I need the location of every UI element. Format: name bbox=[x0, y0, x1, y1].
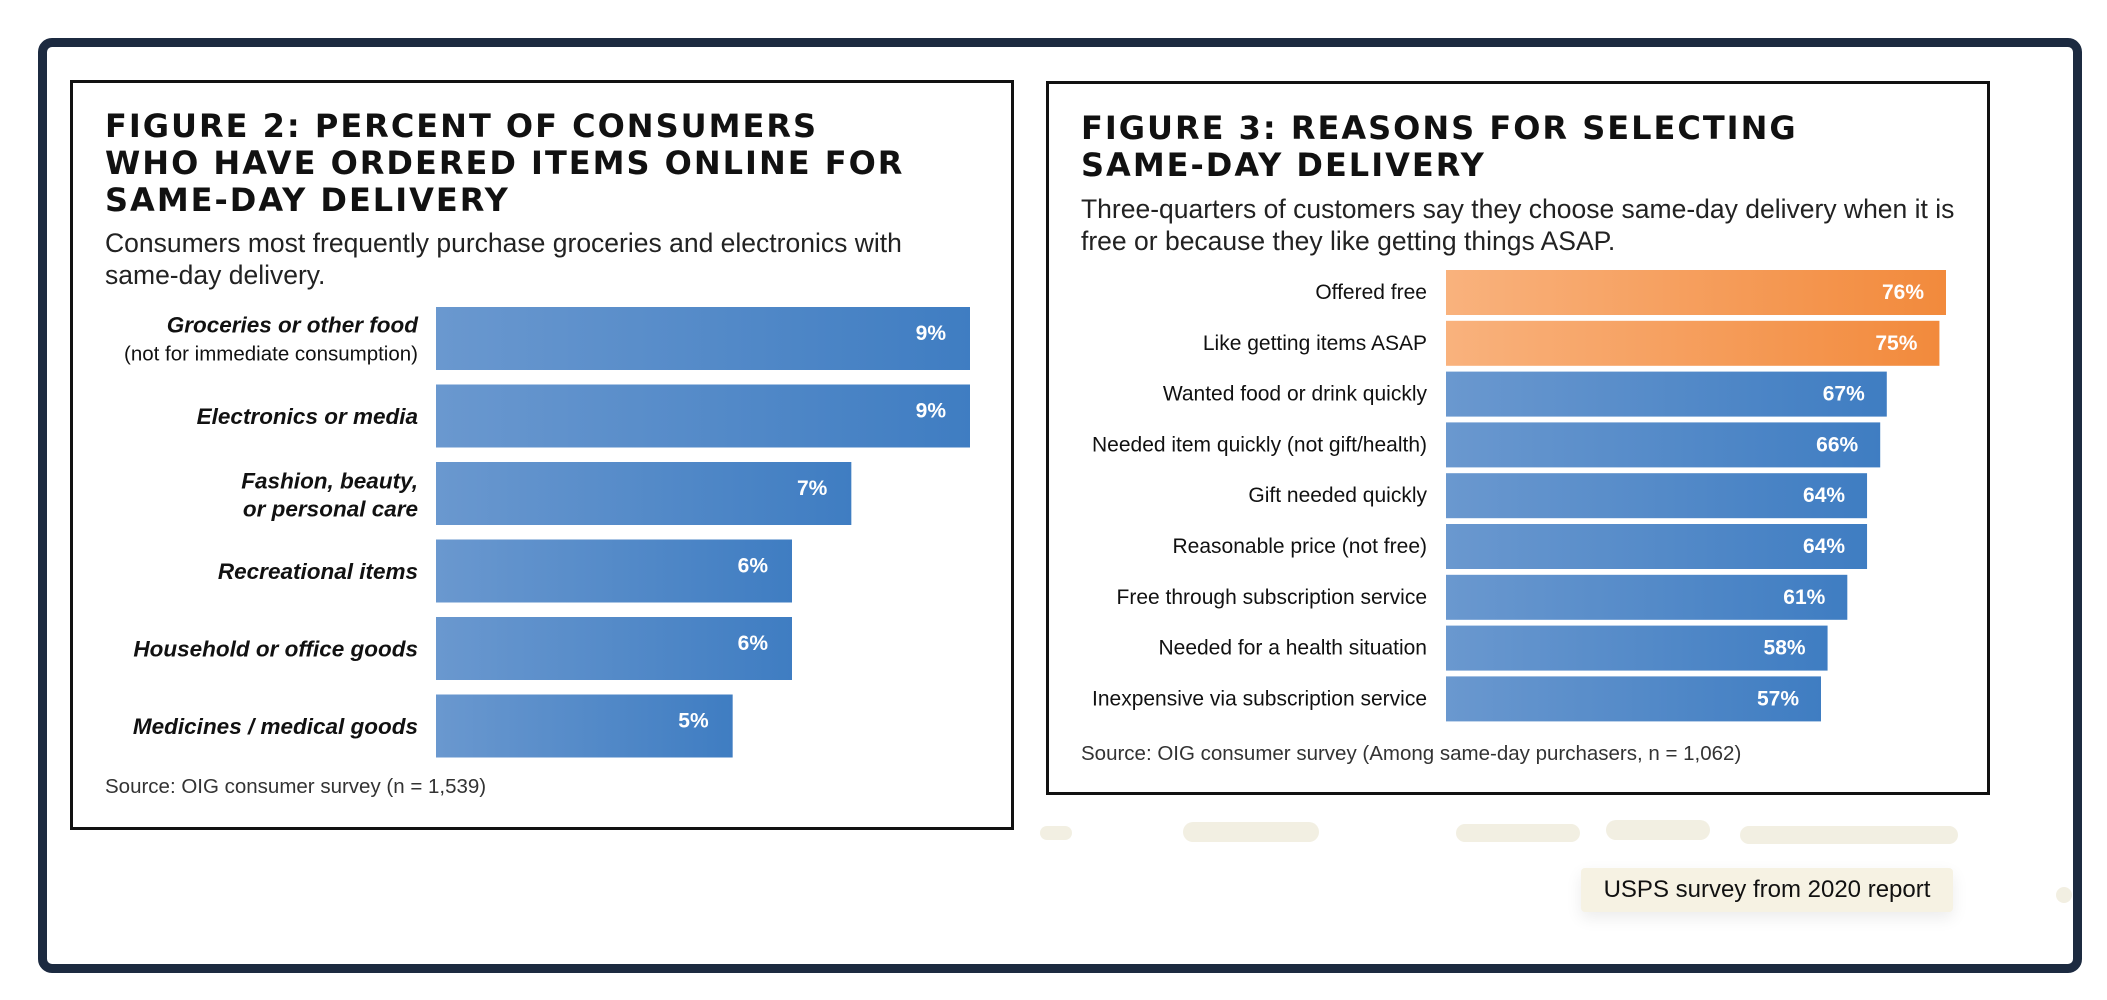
bar bbox=[1446, 371, 1887, 417]
category-label: Needed for a health situation bbox=[1158, 637, 1427, 660]
bar-value-label: 75% bbox=[1875, 332, 1917, 355]
figure-2-chart: 9% Groceries or other food (not for immedi… bbox=[124, 307, 970, 758]
bar bbox=[1446, 270, 1946, 315]
figure-2-subtitle: Consumers most frequently purchase groce… bbox=[105, 228, 902, 290]
bar bbox=[436, 694, 733, 758]
figure-2-source: Source: OIG consumer survey (n = 1,539) bbox=[105, 775, 487, 798]
bar-value-label: 64% bbox=[1803, 484, 1845, 507]
bar bbox=[1446, 422, 1881, 468]
bar-value-label: 61% bbox=[1783, 586, 1825, 609]
category-label: Electronics or media bbox=[197, 404, 418, 429]
bar-value-label: 7% bbox=[797, 477, 828, 500]
bar-value-label: 6% bbox=[738, 555, 769, 578]
smudge-mark bbox=[1183, 822, 1319, 842]
smudge-mark bbox=[1456, 824, 1580, 842]
bar-value-label: 5% bbox=[678, 710, 709, 733]
bar bbox=[1446, 524, 1868, 569]
category-label: Household or office goods bbox=[133, 637, 418, 662]
bar-value-label: 9% bbox=[916, 400, 947, 423]
bar bbox=[1446, 676, 1821, 722]
smudge-mark bbox=[2056, 887, 2072, 903]
category-label: or personal care bbox=[243, 497, 418, 522]
bar-value-label: 6% bbox=[738, 632, 769, 655]
category-label: Free through subscription service bbox=[1117, 586, 1427, 609]
bar-value-label: 67% bbox=[1823, 383, 1865, 406]
bar-value-label: 76% bbox=[1882, 281, 1924, 304]
figure-2-title: FIGURE 2: PERCENT OF CONSUMERS WHO HAVE … bbox=[105, 107, 905, 219]
category-label: Fashion, beauty, bbox=[241, 469, 418, 494]
bar-value-label: 64% bbox=[1803, 535, 1845, 558]
category-label: Groceries or other food bbox=[167, 313, 420, 338]
bar bbox=[1446, 574, 1848, 620]
category-label: Like getting items ASAP bbox=[1203, 332, 1427, 355]
category-label: Offered free bbox=[1315, 281, 1427, 304]
bar bbox=[1446, 473, 1868, 519]
category-label: Recreational items bbox=[218, 559, 418, 584]
bar-value-label: 9% bbox=[916, 322, 947, 345]
figure-3-title: FIGURE 3: REASONS FOR SELECTING SAME-DAY… bbox=[1081, 109, 1798, 184]
image-caption: USPS survey from 2020 report bbox=[1581, 868, 1953, 912]
smudge-mark bbox=[1740, 826, 1958, 844]
bar-value-label: 58% bbox=[1764, 637, 1806, 660]
bar bbox=[436, 617, 792, 680]
bar bbox=[1446, 625, 1828, 671]
category-label: Medicines / medical goods bbox=[133, 714, 418, 739]
bar bbox=[436, 384, 970, 448]
smudge-mark bbox=[1040, 826, 1072, 840]
figure-3-source: Source: OIG consumer survey (Among same-… bbox=[1081, 742, 1742, 765]
figure-3-chart: 76% Offered free 75% Like getting items ASA… bbox=[1092, 270, 1946, 722]
smudge-mark bbox=[1606, 820, 1710, 840]
category-label: Gift needed quickly bbox=[1248, 484, 1427, 507]
category-label: Wanted food or drink quickly bbox=[1163, 383, 1428, 406]
bar bbox=[436, 462, 852, 525]
bar bbox=[1446, 320, 1940, 366]
category-label: Needed item quickly (not gift/health) bbox=[1092, 433, 1427, 456]
bar bbox=[436, 539, 792, 603]
category-label: Inexpensive via subscription service bbox=[1092, 687, 1427, 710]
bar-value-label: 57% bbox=[1757, 687, 1799, 710]
bar-value-label: 66% bbox=[1816, 433, 1858, 456]
category-label: Reasonable price (not free) bbox=[1173, 535, 1427, 558]
figure-3-subtitle: Three-quarters of customers say they cho… bbox=[1081, 194, 1955, 256]
bar bbox=[436, 307, 970, 370]
category-sublabel: (not for immediate consumption) bbox=[124, 343, 418, 366]
